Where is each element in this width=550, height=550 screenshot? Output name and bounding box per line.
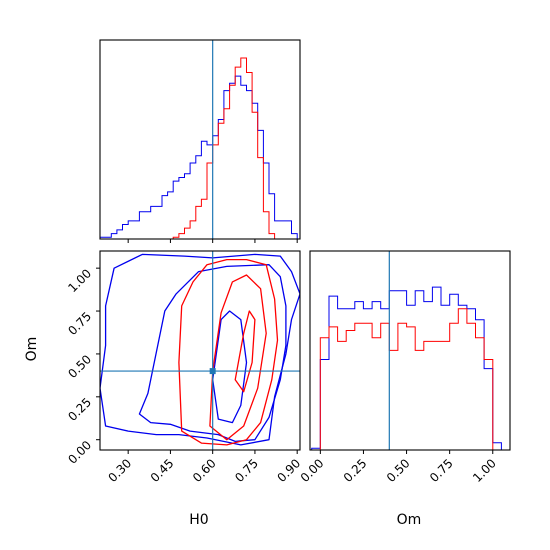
h0-tick-label-4: 0.90	[275, 456, 304, 485]
h0-histogram-series-2	[172, 57, 276, 239]
om-histogram-series-1	[311, 286, 502, 450]
om-tick-label-1: 0.25	[341, 456, 370, 485]
h0-tick-label-0: 0.30	[105, 456, 134, 485]
om-y-tick-label-3: 0.75	[65, 309, 94, 338]
h0-histogram-series-1	[99, 75, 298, 239]
om-tick-label-3: 0.75	[427, 456, 456, 485]
h0-histogram-panel	[99, 39, 301, 243]
om-tick-label-0: 0.00	[298, 456, 327, 485]
om-y-tick-label-2: 0.50	[65, 352, 94, 381]
h0-tick-label-2: 0.60	[190, 456, 219, 485]
y-axis-label-om: Om	[24, 337, 40, 362]
contour-series-2-level-1	[178, 258, 279, 446]
contour-series-1-level-2	[138, 264, 287, 443]
h0-om-contour-panel: 0.30 0.45 0.60 0.75 0.90 0.00 0.25 0.50 0.75 1.00	[65, 250, 304, 485]
contour-series-1-level-3	[212, 310, 248, 424]
om-y-tick-label-4: 1.00	[65, 266, 94, 295]
om-y-tick-label-1: 0.25	[65, 395, 94, 424]
om-tick-label-4: 1.00	[470, 456, 499, 485]
x-axis-label-h0: H0	[189, 512, 208, 528]
om-y-tick-label-0: 0.00	[65, 438, 94, 467]
om-histogram-series-2	[319, 308, 494, 450]
h0-histogram-frame	[99, 39, 301, 240]
h0-tick-label-1: 0.45	[148, 456, 177, 485]
x-axis-label-om: Om	[397, 512, 422, 528]
contour-panel-frame	[99, 250, 301, 451]
om-histogram-frame	[309, 250, 511, 451]
contour-series-2-level-2	[209, 274, 267, 441]
om-tick-label-2: 0.50	[384, 456, 413, 485]
om-histogram-panel: 0.00 0.25 0.50 0.75 1.00	[298, 250, 511, 485]
truth-marker	[209, 368, 216, 375]
contour-lines	[100, 253, 300, 446]
contour-series-2-level-3	[234, 310, 256, 393]
contour-series-1-level-1	[100, 253, 300, 446]
h0-tick-label-3: 0.75	[232, 456, 261, 485]
